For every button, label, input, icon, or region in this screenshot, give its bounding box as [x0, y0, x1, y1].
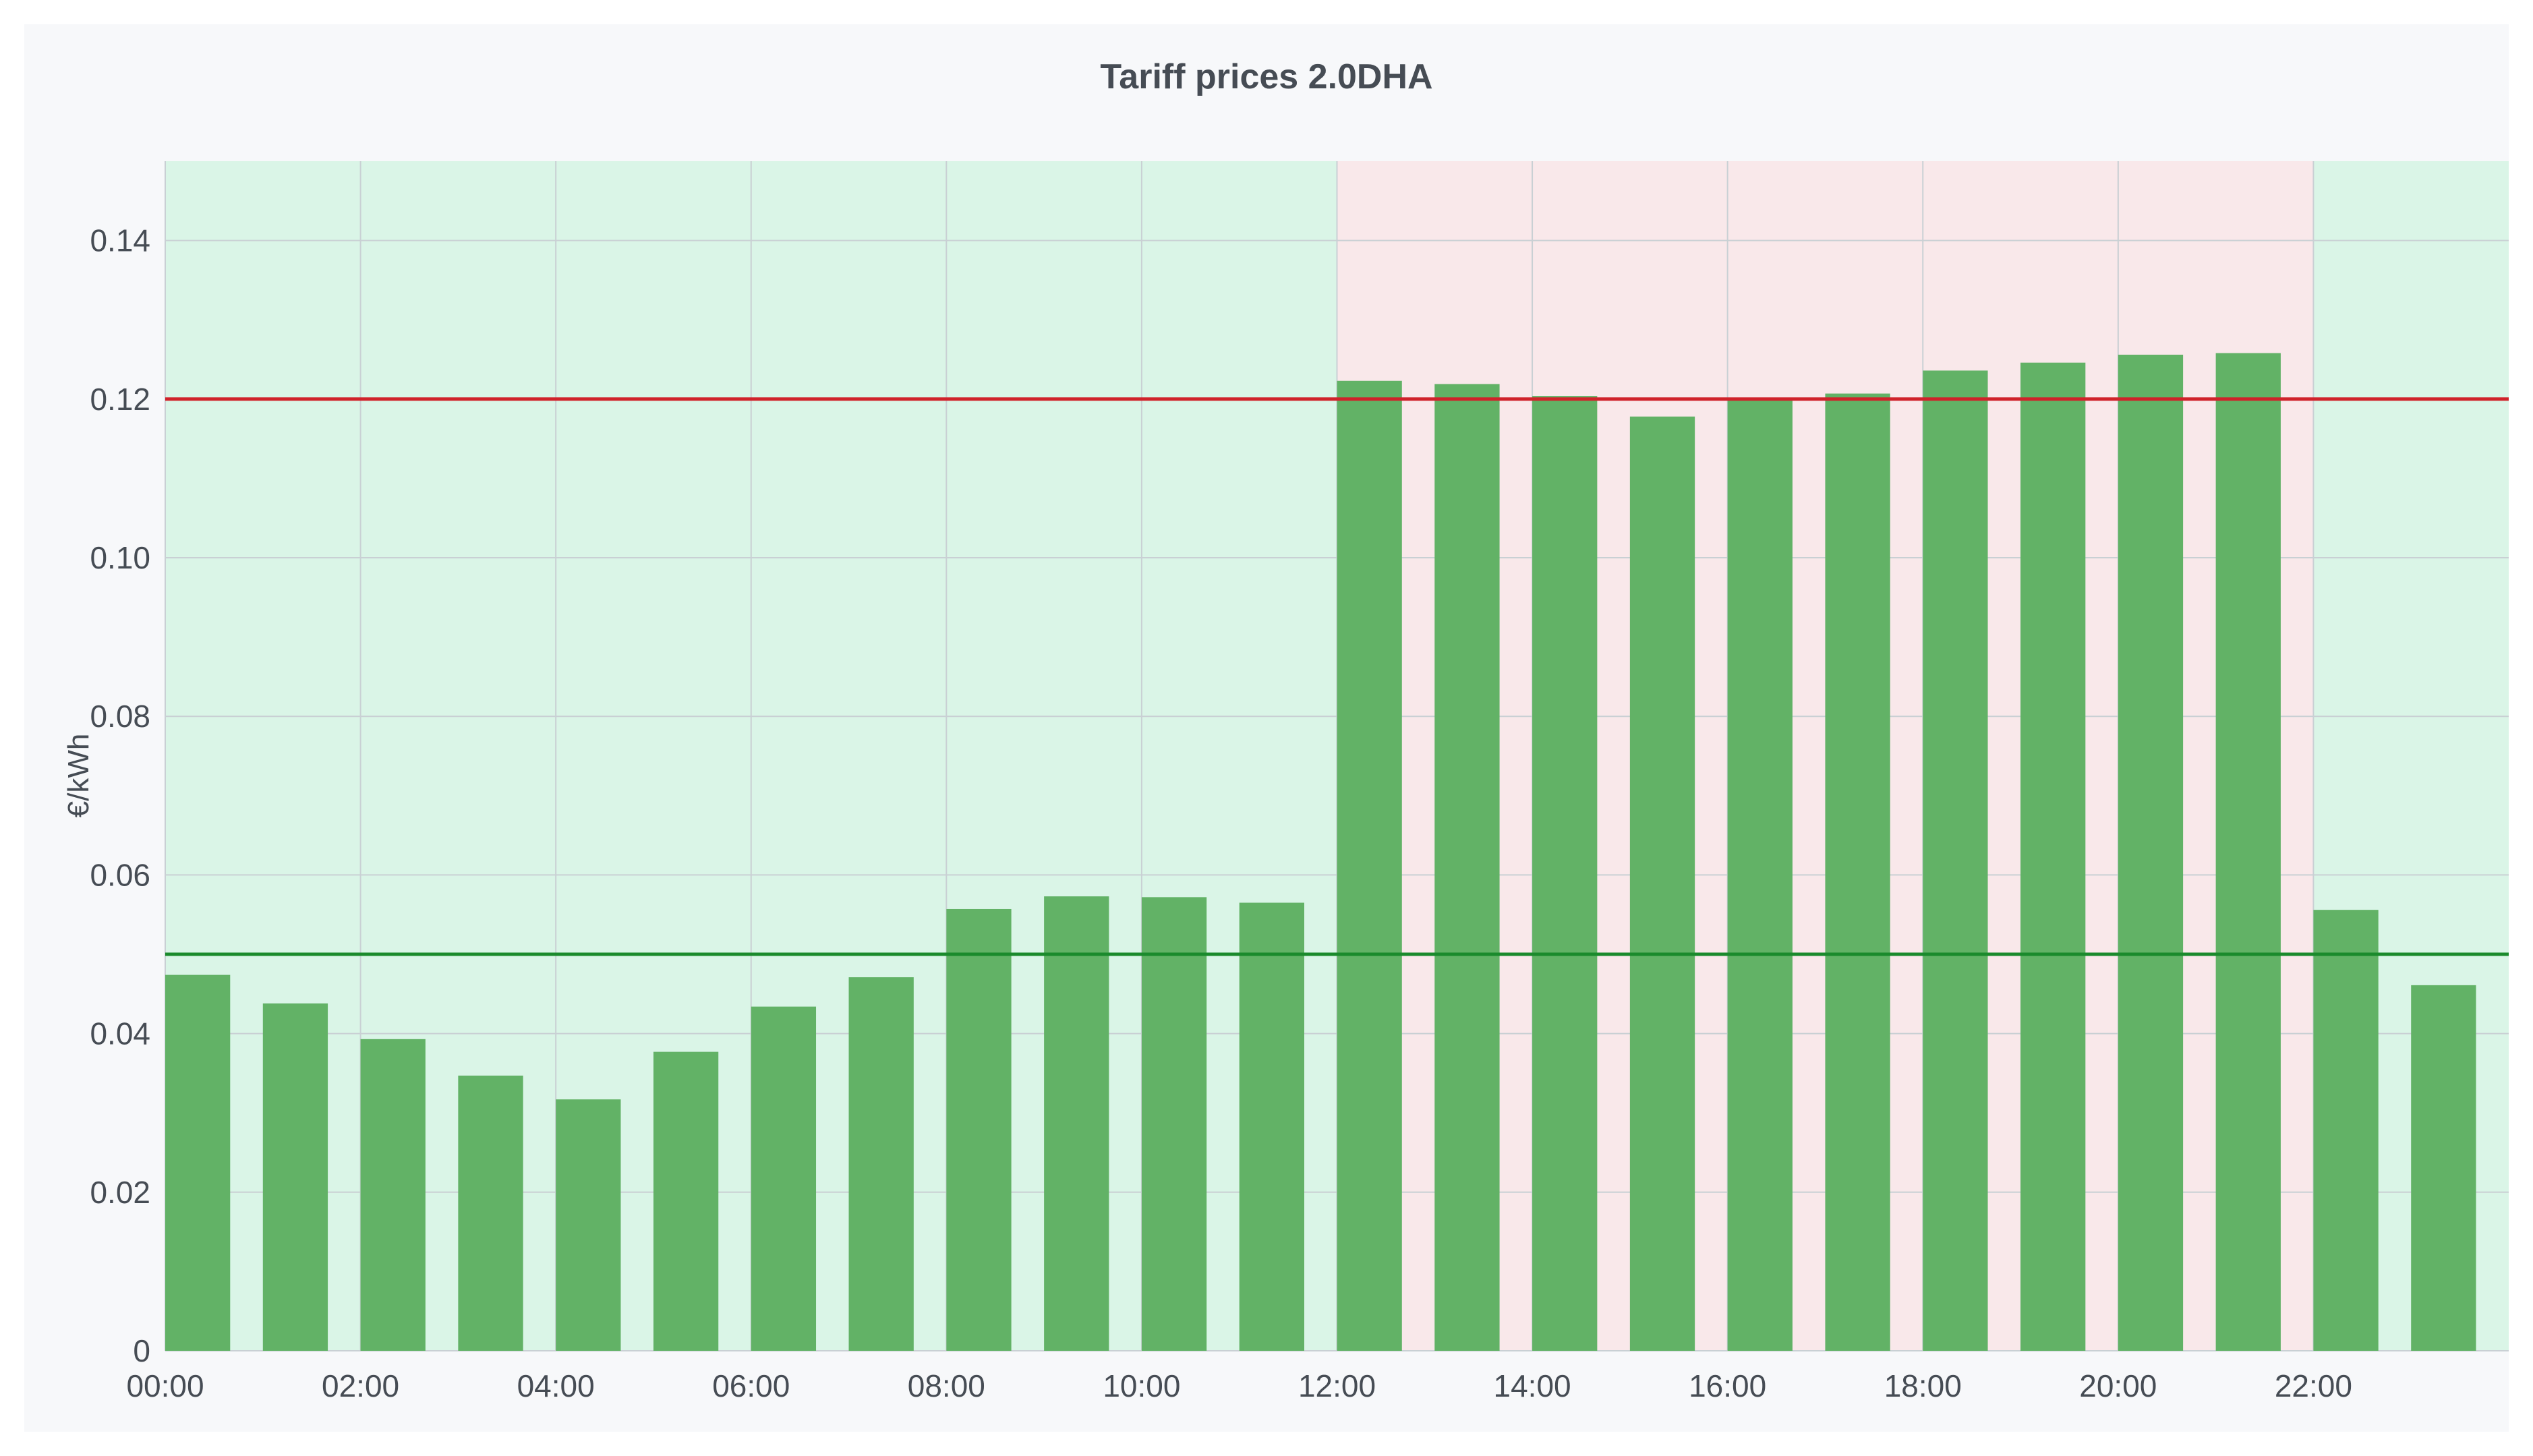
bars [165, 353, 2476, 1351]
y-tick-label: 0.14 [90, 223, 150, 258]
bar-22 [2313, 910, 2379, 1351]
bar-06 [751, 1006, 817, 1351]
bar-16 [1727, 399, 1793, 1351]
bar-09 [1044, 896, 1109, 1351]
x-tick-label: 02:00 [322, 1368, 399, 1403]
y-tick-label: 0.08 [90, 699, 150, 734]
y-axis-ticks: 0 0.02 0.04 0.06 0.08 0.10 0.12 0.14 [90, 223, 150, 1368]
y-axis-title: €/kWh [62, 734, 95, 818]
chart-panel: Tariff prices 2.0DHA 0 0.02 0.04 0.06 0.08 0.… [24, 24, 2509, 1432]
x-tick-label: 14:00 [1494, 1368, 1571, 1403]
bar-14 [1532, 396, 1598, 1351]
bar-04 [556, 1099, 621, 1351]
x-tick-label: 06:00 [712, 1368, 790, 1403]
bar-00 [165, 974, 231, 1351]
y-tick-label: 0.04 [90, 1016, 150, 1051]
bar-17 [1825, 393, 1890, 1351]
x-tick-label: 04:00 [517, 1368, 595, 1403]
bar-12 [1337, 380, 1402, 1351]
bar-03 [458, 1075, 523, 1351]
bar-23 [2411, 985, 2476, 1351]
x-tick-label: 22:00 [2275, 1368, 2352, 1403]
bar-11 [1239, 902, 1304, 1351]
bar-13 [1434, 384, 1500, 1351]
bar-21 [2215, 353, 2281, 1351]
bar-07 [848, 977, 914, 1351]
bar-18 [1923, 370, 1988, 1351]
x-tick-label: 18:00 [1884, 1368, 1962, 1403]
x-tick-label: 16:00 [1689, 1368, 1766, 1403]
bar-05 [653, 1051, 719, 1351]
threshold-lines [165, 397, 2509, 956]
x-tick-label: 10:00 [1103, 1368, 1180, 1403]
bar-02 [360, 1039, 426, 1351]
y-tick-label: 0.06 [90, 857, 150, 892]
y-tick-label: 0.10 [90, 540, 150, 575]
bar-08 [946, 908, 1012, 1351]
chart-title: Tariff prices 2.0DHA [1100, 57, 1432, 96]
bar-20 [2118, 354, 2184, 1351]
bar-15 [1629, 416, 1695, 1351]
y-tick-label: 0 [133, 1333, 150, 1368]
bar-10 [1141, 897, 1207, 1351]
y-tick-label: 0.02 [90, 1175, 150, 1210]
x-tick-label: 12:00 [1298, 1368, 1376, 1403]
x-tick-label: 00:00 [126, 1368, 204, 1403]
x-tick-label: 08:00 [908, 1368, 985, 1403]
bar-01 [262, 1003, 328, 1351]
bar-chart: Tariff prices 2.0DHA 0 0.02 0.04 0.06 0.08 0.… [62, 57, 2509, 1403]
bar-19 [2020, 362, 2086, 1351]
x-tick-label: 20:00 [2079, 1368, 2157, 1403]
x-axis-ticks: 00:00 02:00 04:00 06:00 08:00 10:00 12:00 14:00… [126, 1368, 2352, 1403]
y-tick-label: 0.12 [90, 382, 150, 417]
